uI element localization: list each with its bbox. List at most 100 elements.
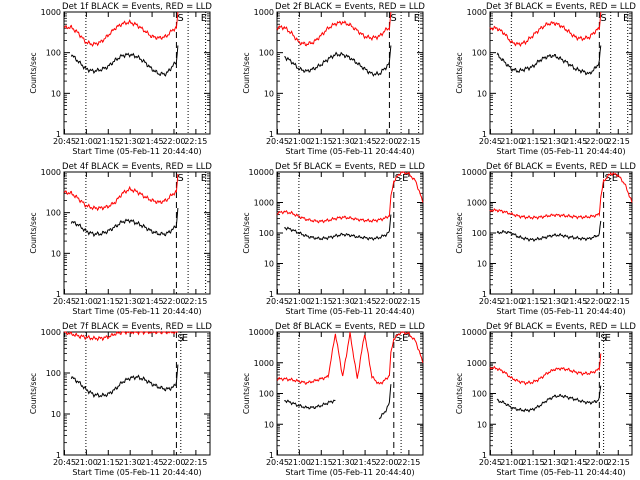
y-tick-label: 1 xyxy=(56,290,61,299)
events-series-line xyxy=(70,45,179,77)
panel-title: Det 8f BLACK = Events, RED = LLD xyxy=(275,322,425,332)
lld-series-line xyxy=(276,11,392,47)
x-tick-label: 21:00 xyxy=(75,297,98,306)
events-series-line xyxy=(284,45,392,77)
lld-series-line xyxy=(489,172,633,220)
y-tick-label: 1 xyxy=(482,130,487,139)
detector-panel-3: Det 3f BLACK = Events, RED = LLD 1 10 100 10… xyxy=(455,2,636,156)
lld-series-line xyxy=(63,331,178,342)
x-tick-label: 21:15 xyxy=(310,297,333,306)
y-tick-label: 10000 xyxy=(462,328,487,337)
x-tick-label: 21:15 xyxy=(310,137,333,146)
y-tick-label: 1000 xyxy=(254,199,274,208)
start-marker-label: S xyxy=(605,173,611,184)
x-tick-label: 22:15 xyxy=(397,458,420,467)
y-tick-label: 100 xyxy=(259,229,274,238)
y-tick-label: 10 xyxy=(264,260,274,269)
y-tick-label: 100 xyxy=(472,390,487,399)
x-tick-label: 22:15 xyxy=(397,137,420,146)
x-tick-label: 22:00 xyxy=(375,137,398,146)
x-tick-label: 21:00 xyxy=(288,458,311,467)
x-tick-label: 21:30 xyxy=(119,297,142,306)
end-marker-label: E xyxy=(402,333,408,344)
x-tick-label: 21:30 xyxy=(119,137,142,146)
y-tick-label: 1000 xyxy=(467,199,487,208)
x-axis-label: Start Time (05-Feb-11 20:44:40) xyxy=(496,307,625,316)
y-tick-label: 10 xyxy=(477,260,487,269)
start-marker-label: S xyxy=(395,333,401,344)
x-tick-label: 22:00 xyxy=(585,458,608,467)
y-axis-label: Counts/sec xyxy=(29,373,38,414)
x-tick-label: 21:30 xyxy=(332,458,355,467)
x-tick-label: 21:15 xyxy=(97,137,120,146)
y-tick-label: 100 xyxy=(472,229,487,238)
x-tick-label: 20:45 xyxy=(53,137,76,146)
y-tick-label: 1000 xyxy=(467,359,487,368)
x-axis-label: Start Time (05-Feb-11 20:44:40) xyxy=(72,147,201,156)
detector-panel-8: Det 8f BLACK = Events, RED = LLD 1 10 100 10… xyxy=(242,322,425,477)
events-series-line xyxy=(496,45,602,76)
y-tick-label: 100 xyxy=(259,390,274,399)
x-tick-label: 22:00 xyxy=(375,458,398,467)
y-tick-label: 1 xyxy=(269,451,274,460)
detector-panel-6: Det 6f BLACK = Events, RED = LLD 1 10 100 10… xyxy=(455,162,636,316)
end-marker-label: E xyxy=(612,173,618,184)
y-tick-label: 1 xyxy=(56,451,61,460)
plot-frame xyxy=(489,11,633,135)
x-tick-label: 21:30 xyxy=(543,137,566,146)
y-tick-label: 100 xyxy=(472,49,487,58)
y-axis-label: Counts/sec xyxy=(29,212,38,253)
x-tick-label: 21:00 xyxy=(500,137,523,146)
x-tick-label: 22:00 xyxy=(585,297,608,306)
events-series-line xyxy=(70,207,179,238)
y-tick-label: 10 xyxy=(51,410,61,419)
detector-panel-5: Det 5f BLACK = Events, RED = LLD 1 10 100 10… xyxy=(242,162,425,316)
x-tick-label: 20:45 xyxy=(479,458,502,467)
start-marker-label: S xyxy=(600,333,606,344)
y-tick-label: 100 xyxy=(46,209,61,218)
x-tick-label: 21:45 xyxy=(141,137,164,146)
events-series-line xyxy=(70,364,179,399)
x-tick-label: 21:15 xyxy=(97,297,120,306)
detector-panel-9: Det 9f BLACK = Events, RED = LLD 1 10 100 10… xyxy=(455,322,636,477)
lld-series-line xyxy=(276,331,424,385)
y-tick-label: 1000 xyxy=(41,328,61,337)
x-tick-label: 21:45 xyxy=(564,297,587,306)
x-tick-label: 20:45 xyxy=(266,297,289,306)
x-axis-label: Start Time (05-Feb-11 20:44:40) xyxy=(496,468,625,477)
y-tick-label: 100 xyxy=(46,369,61,378)
x-tick-label: 20:45 xyxy=(266,137,289,146)
events-series-line xyxy=(496,385,602,413)
y-tick-label: 10 xyxy=(264,420,274,429)
lld-series-line xyxy=(489,11,602,48)
detector-panel-2: Det 2f BLACK = Events, RED = LLD 1 10 100 10… xyxy=(242,2,425,156)
panel-title: Det 9f BLACK = Events, RED = LLD xyxy=(486,322,636,332)
x-tick-label: 22:15 xyxy=(607,297,630,306)
x-tick-label: 20:45 xyxy=(479,137,502,146)
x-tick-label: 20:45 xyxy=(53,297,76,306)
y-tick-label: 10000 xyxy=(462,168,487,177)
y-tick-label: 10 xyxy=(51,249,61,258)
x-tick-label: 22:00 xyxy=(585,137,608,146)
start-marker-label: S xyxy=(177,333,183,344)
x-tick-label: 22:00 xyxy=(375,297,398,306)
x-tick-label: 20:45 xyxy=(479,297,502,306)
y-axis-label: Counts/sec xyxy=(455,212,464,253)
y-tick-label: 10 xyxy=(264,89,274,98)
panel-title: Det 4f BLACK = Events, RED = LLD xyxy=(62,162,212,172)
x-tick-label: 21:30 xyxy=(332,297,355,306)
x-tick-label: 22:15 xyxy=(607,137,630,146)
x-tick-label: 21:45 xyxy=(564,458,587,467)
x-tick-label: 20:45 xyxy=(53,458,76,467)
x-tick-label: 21:15 xyxy=(522,297,545,306)
x-tick-label: 21:45 xyxy=(354,297,377,306)
x-tick-label: 22:15 xyxy=(184,297,207,306)
x-tick-label: 21:00 xyxy=(75,137,98,146)
end-marker-label: E xyxy=(201,13,207,24)
events-series-line xyxy=(284,214,392,241)
x-tick-label: 21:45 xyxy=(141,458,164,467)
y-tick-label: 1000 xyxy=(41,168,61,177)
start-marker-label: S xyxy=(177,173,183,184)
y-tick-label: 1000 xyxy=(467,8,487,17)
